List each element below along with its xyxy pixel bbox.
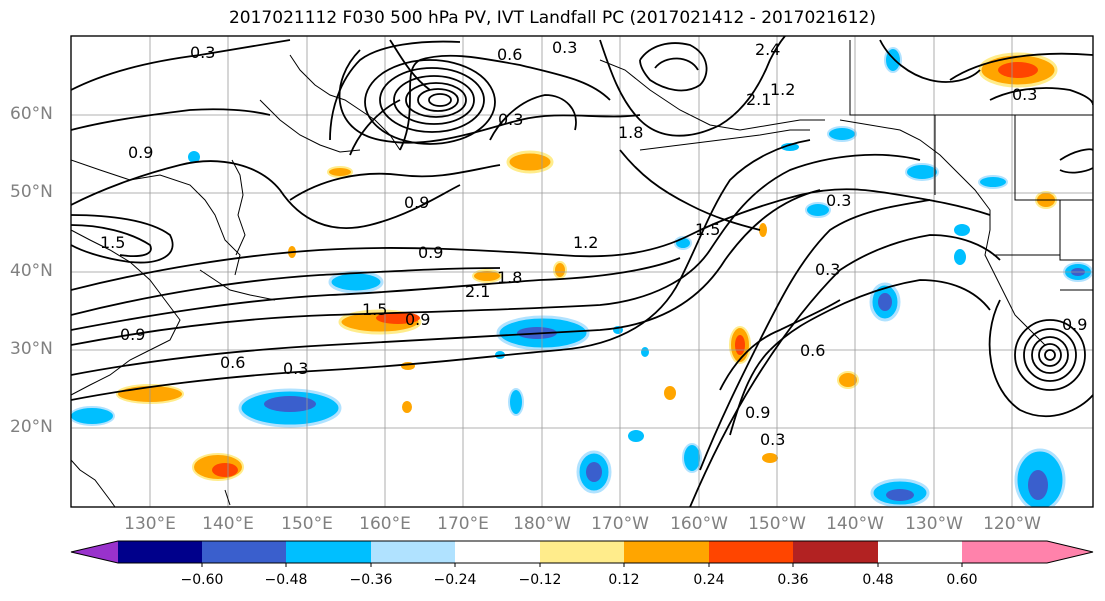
contour-label: 0.9 <box>1062 315 1087 334</box>
colorbar-segment <box>202 541 286 563</box>
contour-label: 0.9 <box>418 243 443 262</box>
colorbar-tick-label: −0.48 <box>264 572 308 588</box>
contour-label: 1.5 <box>695 220 720 239</box>
colorbar-segment <box>793 541 878 563</box>
colorbar-extend-max <box>1047 541 1093 563</box>
contour-labels: 0.3 0.6 0.3 0.9 1.5 0.3 0.9 0.9 1.2 0.9 … <box>100 38 1087 449</box>
colorbar-tick-label: 0.60 <box>946 572 978 588</box>
lon-label: 120°W <box>983 514 1041 534</box>
contour-label: 0.9 <box>404 193 429 212</box>
lon-label: 160°E <box>359 514 411 534</box>
colorbar-tick-label: −0.24 <box>433 572 477 588</box>
contour-label: 0.3 <box>826 191 851 210</box>
contour-label: 0.3 <box>760 430 785 449</box>
lon-label: 140°E <box>202 514 254 534</box>
colorbar-segment <box>624 541 709 563</box>
contour-label: 0.9 <box>120 325 145 344</box>
lon-label: 180°W <box>513 514 571 534</box>
contour-label: 1.2 <box>770 80 795 99</box>
contour-label: 1.5 <box>100 233 125 252</box>
colorbar-tick-label: −0.36 <box>349 572 393 588</box>
lon-label: 160°W <box>670 514 728 534</box>
contour-label: 2.1 <box>746 90 771 109</box>
contour-label: 1.5 <box>362 300 387 319</box>
contour-label: 0.6 <box>800 341 825 360</box>
colorbar-segment <box>540 541 624 563</box>
lat-label-30: 30°N <box>10 339 53 359</box>
lat-label-40: 40°N <box>10 261 53 281</box>
contour-label: 0.3 <box>552 38 577 57</box>
lon-label: 140°W <box>826 514 884 534</box>
contour-label: 0.9 <box>745 403 770 422</box>
colorbar-tick-label: 0.48 <box>862 572 894 588</box>
contour-label: 1.8 <box>497 268 522 287</box>
lat-label-20: 20°N <box>10 417 53 437</box>
colorbar-segment <box>118 541 202 563</box>
lon-label: 130°E <box>124 514 176 534</box>
colorbar-segment <box>709 541 793 563</box>
colorbar-tick-label: −0.60 <box>180 572 224 588</box>
lat-label-50: 50°N <box>10 182 53 202</box>
colorbar <box>70 540 1094 567</box>
contour-label: 0.3 <box>815 260 840 279</box>
contour-label: 1.8 <box>618 123 643 142</box>
colorbar-segment <box>962 541 1047 563</box>
lon-label: 150°E <box>281 514 333 534</box>
contour-label: 2.4 <box>755 40 780 59</box>
contour-label: 0.6 <box>220 353 245 372</box>
negative-anomaly-fills <box>71 47 1093 507</box>
contour-label: 0.3 <box>190 43 215 62</box>
colorbar-tick-label: 0.36 <box>777 572 809 588</box>
lon-label: 170°E <box>437 514 489 534</box>
contour-label: 0.3 <box>498 110 523 129</box>
page-title: 2017021112 F030 500 hPa PV, IVT Landfall… <box>228 8 876 28</box>
map-frame <box>70 35 1094 508</box>
colorbar-outline <box>70 540 1094 564</box>
pv-contours <box>71 36 1093 507</box>
graticule <box>71 36 1093 507</box>
lat-label-60: 60°N <box>10 104 53 124</box>
lon-label: 150°W <box>748 514 806 534</box>
colorbar-tick-label: −0.12 <box>518 572 562 588</box>
contour-label: 2.1 <box>465 282 490 301</box>
contour-label: 0.9 <box>128 143 153 162</box>
colorbar-extend-min <box>71 541 118 563</box>
lon-label: 170°W <box>591 514 649 534</box>
contour-label: 0.9 <box>405 310 430 329</box>
contour-label: 0.3 <box>283 359 308 378</box>
colorbar-segment <box>286 541 371 563</box>
colorbar-segment <box>455 541 540 563</box>
colorbar-tick-label: 0.12 <box>608 572 640 588</box>
coastlines <box>71 40 1093 507</box>
contour-label: 1.2 <box>573 233 598 252</box>
colorbar-segment <box>371 541 455 563</box>
colorbar-tick-label: 0.24 <box>693 572 725 588</box>
lon-label: 130°W <box>905 514 963 534</box>
contour-label: 0.6 <box>497 45 522 64</box>
contour-label: 0.3 <box>1012 85 1037 104</box>
